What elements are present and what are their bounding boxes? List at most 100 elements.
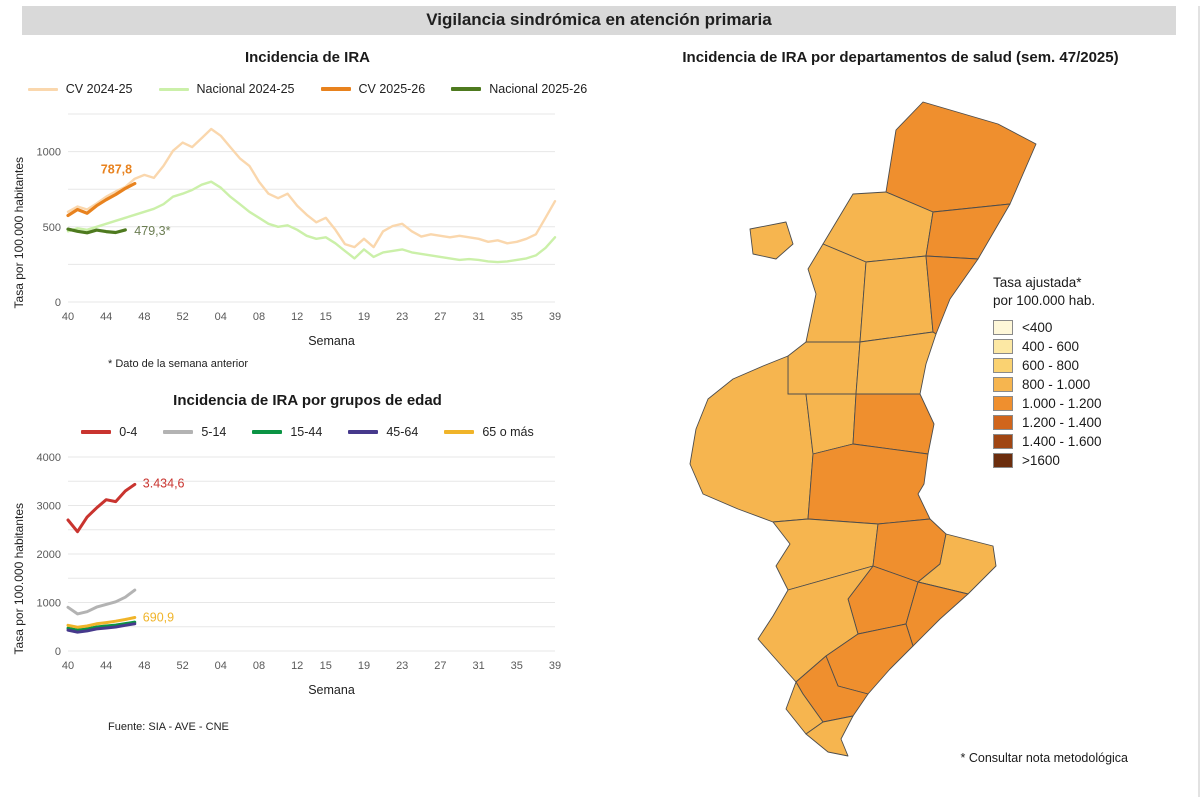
map-legend-label: <400	[1022, 320, 1053, 336]
legend-item: Nacional 2025-26	[451, 82, 587, 96]
x-tick-label: 04	[215, 311, 227, 323]
legend-line-swatch	[252, 430, 283, 434]
x-axis-label: Semana	[308, 683, 355, 697]
chart-footnote: * Dato de la semana anterior	[108, 358, 249, 370]
map-legend-item: 1.400 - 1.600	[993, 434, 1102, 450]
series-line-Nacional 2025-26	[66, 227, 127, 235]
map-legend-swatch	[993, 377, 1013, 393]
page-title: Vigilancia sindrómica en atención primar…	[22, 6, 1176, 35]
map-svg	[689, 101, 1037, 757]
x-tick-label: 52	[176, 311, 188, 323]
map-department-castellon-city	[925, 255, 979, 335]
map-legend-label: 1.200 - 1.400	[1022, 415, 1102, 431]
legend-item: CV 2025-26	[320, 82, 426, 96]
x-tick-label: 15	[320, 311, 332, 323]
map-department-torrevieja	[805, 715, 854, 757]
y-tick-label: 1000	[37, 147, 61, 159]
map-department-valencia-coast	[852, 393, 935, 455]
x-tick-label: 48	[138, 311, 150, 323]
series-line-Nacional 2024-25	[66, 180, 557, 264]
map-legend-swatch	[993, 415, 1013, 431]
x-tick-label: 44	[100, 660, 112, 672]
x-tick-label: 12	[291, 311, 303, 323]
map-department-vinaros	[885, 101, 1037, 213]
chart-legend: 0-4 5-14 15-44 45-64 65 o más	[12, 425, 603, 439]
chart-title: Incidencia de IRA por grupos de edad	[173, 392, 442, 409]
y-axis-label: Tasa por 100.000 habitantes	[12, 157, 26, 309]
map-legend-item: >1600	[993, 453, 1102, 469]
map-column: Incidencia de IRA por departamentos de s…	[603, 35, 1198, 793]
x-tick-label: 23	[396, 660, 408, 672]
legend-item: 15-44	[252, 425, 322, 439]
x-tick-label: 08	[253, 660, 265, 672]
map-legend-items: <400 400 - 600 600 - 800 800 - 1.000 1.000 -…	[993, 320, 1102, 469]
legend-label: CV 2025-26	[358, 82, 426, 96]
line-chart-canvas: 0 500 1000 40 44 48 52 04 08 12 15 19 23 27 31 35 39 787,…	[26, 100, 571, 338]
legend-item: 65 o más	[444, 425, 534, 439]
map-legend-label: 1.000 - 1.200	[1022, 396, 1102, 412]
x-tick-label: 08	[253, 311, 265, 323]
y-tick-label: 3000	[37, 501, 61, 513]
series-line-CV 2024-25	[66, 127, 557, 249]
x-tick-label: 31	[472, 311, 484, 323]
x-tick-label: 44	[100, 311, 112, 323]
map-footnote: * Consultar nota metodológica	[960, 751, 1128, 765]
map-legend-label: 400 - 600	[1022, 339, 1080, 355]
map-legend-swatch	[993, 453, 1013, 469]
x-tick-label: 40	[62, 311, 74, 323]
map-legend-title-line2: por 100.000 hab.	[993, 293, 1096, 309]
series-line-15-44	[66, 620, 137, 632]
map-department-plana-interior	[859, 255, 934, 343]
legend-line-swatch	[163, 430, 194, 434]
map-legend-item: 1.200 - 1.400	[993, 415, 1102, 431]
legend-label: 65 o más	[482, 425, 534, 439]
map-title: Incidencia de IRA por departamentos de s…	[682, 49, 1119, 66]
x-tick-label: 48	[138, 660, 150, 672]
series-line-0-4	[66, 482, 137, 534]
legend-line-swatch	[451, 87, 482, 91]
line-chart-canvas: 0 1000 2000 3000 4000 40 44 48 52 04 08 12 15 19 23 27 3…	[26, 443, 571, 687]
legend-label: CV 2024-25	[65, 82, 133, 96]
x-tick-label: 35	[511, 311, 523, 323]
y-tick-label: 4000	[37, 452, 61, 464]
series-value-label: 787,8	[101, 163, 132, 177]
map-legend-swatch	[993, 339, 1013, 355]
x-tick-label: 27	[434, 311, 446, 323]
map-legend: Tasa ajustada* por 100.000 hab. <400 400 …	[993, 274, 1102, 472]
map-legend-item: 1.000 - 1.200	[993, 396, 1102, 412]
x-tick-label: 19	[358, 311, 370, 323]
x-tick-label: 19	[358, 660, 370, 672]
legend-line-swatch	[348, 430, 379, 434]
map-department-marina-baixa	[905, 581, 969, 647]
chart-legend: CV 2024-25 Nacional 2024-25 CV 2025-26 Naci…	[12, 82, 603, 96]
legend-label: Nacional 2025-26	[489, 82, 588, 96]
x-tick-label: 15	[320, 660, 332, 672]
legend-line-swatch	[444, 430, 475, 434]
x-tick-label: 40	[62, 660, 74, 672]
map-department-castellon-coast	[925, 203, 1011, 260]
map-department-interior-west	[805, 243, 867, 343]
x-tick-label: 23	[396, 311, 408, 323]
series-line-65 o más	[66, 616, 137, 629]
x-tick-label: 39	[549, 660, 561, 672]
map-legend-swatch	[993, 358, 1013, 374]
series-line-45-64	[66, 622, 137, 634]
legend-label: 0-4	[119, 425, 138, 439]
legend-line-swatch	[158, 87, 189, 91]
x-axis-label: Semana	[308, 334, 355, 348]
y-tick-label: 0	[55, 297, 61, 309]
map-legend-item: 400 - 600	[993, 339, 1102, 355]
y-tick-label: 0	[55, 646, 61, 658]
legend-line-swatch	[81, 430, 112, 434]
legend-item: Nacional 2024-25	[158, 82, 295, 96]
series-value-label: 3.434,6	[143, 476, 185, 490]
x-tick-label: 52	[176, 660, 188, 672]
choropleth-map	[678, 94, 1058, 771]
map-legend-swatch	[993, 320, 1013, 336]
charts-column: Incidencia de IRA CV 2024-25 Nacional 202…	[0, 35, 603, 733]
map-legend-label: 800 - 1.000	[1022, 377, 1091, 393]
map-legend-label: 1.400 - 1.600	[1022, 434, 1102, 450]
map-legend-title-line1: Tasa ajustada*	[993, 275, 1082, 290]
chart-title: Incidencia de IRA	[244, 49, 371, 66]
map-department-sagunto	[855, 331, 937, 395]
